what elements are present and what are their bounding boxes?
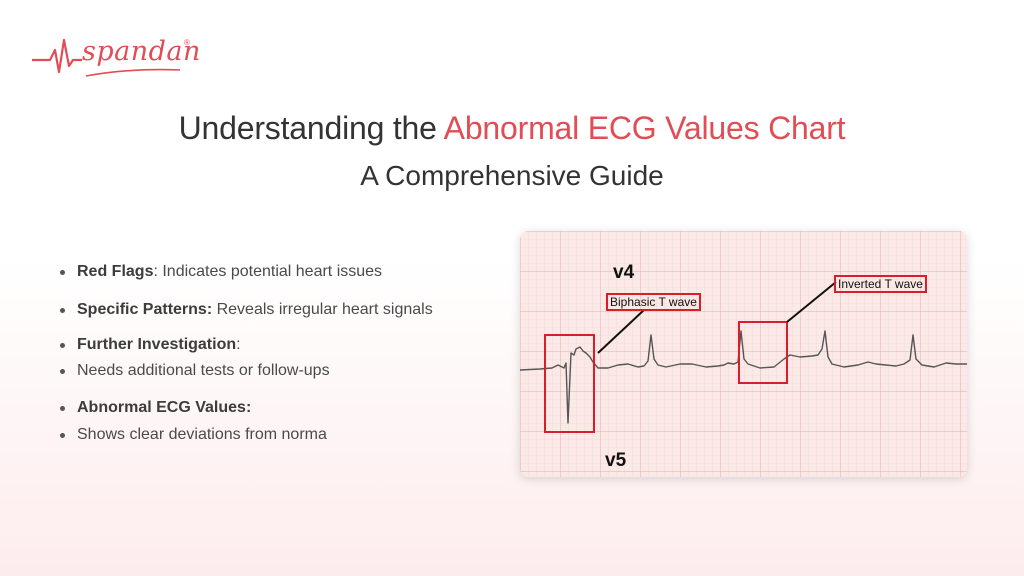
bullet-label: Red Flags	[77, 263, 154, 280]
inverted-box	[738, 321, 788, 384]
bullet-text: :	[236, 336, 241, 353]
heartbeat-icon	[32, 38, 181, 77]
bullet-label: Further Investigation	[77, 336, 237, 353]
annotation-biphasic-t-wave: Biphasic T wave	[606, 293, 701, 311]
page-title: Understanding the Abnormal ECG Values Ch…	[0, 110, 1024, 147]
title-prefix: Understanding the	[178, 110, 444, 146]
bullet-text: : Indicates potential heart issues	[153, 263, 383, 280]
ecg-trace	[520, 330, 967, 424]
annotation-inverted-t-wave: Inverted T wave	[834, 275, 927, 293]
ecg-graph	[520, 231, 967, 477]
bullet-label: Specific Patterns:	[77, 301, 213, 318]
registered-mark: ®	[184, 38, 190, 47]
title-highlight: Abnormal ECG Values Chart	[443, 110, 846, 146]
page-subtitle: A Comprehensive Guide	[360, 160, 664, 191]
bullet-text: Shows clear deviations from norma	[77, 426, 327, 443]
spandan-logo[interactable]: spandan ®	[30, 32, 200, 84]
lead-label-v5: v5	[605, 450, 627, 471]
lead-label-v4: v4	[613, 262, 635, 283]
biphasic-pointer	[597, 309, 645, 354]
ecg-strip-image: v4 v5 Biphasic T wave Inverted T wave	[520, 231, 967, 477]
bullet-label: Abnormal ECG Values:	[77, 399, 252, 416]
bullet-text: Needs additional tests or follow-ups	[77, 362, 330, 379]
bullet-text: Reveals irregular heart signals	[212, 301, 433, 318]
biphasic-box	[544, 334, 595, 433]
brand-name: spandan	[82, 36, 201, 67]
inverted-pointer	[786, 281, 837, 323]
